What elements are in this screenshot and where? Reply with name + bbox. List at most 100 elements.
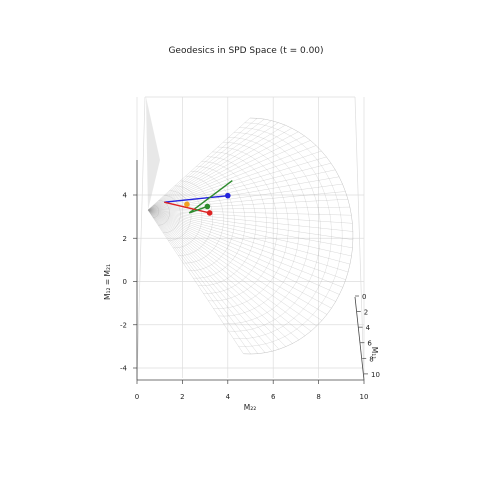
surface-ruling bbox=[147, 209, 312, 332]
surface-contour bbox=[228, 132, 321, 332]
surface-ruling bbox=[147, 209, 251, 355]
surface-ruling bbox=[147, 131, 299, 211]
y-tick-label: 0 bbox=[362, 293, 366, 301]
z-axis-label: M₁₂ = M₂₁ bbox=[103, 264, 112, 300]
geodesic-line bbox=[164, 201, 210, 214]
z-tick-label: -4 bbox=[120, 365, 128, 373]
geodesic-line bbox=[188, 179, 233, 214]
surface-contour bbox=[203, 156, 267, 294]
surface-ruling bbox=[147, 209, 293, 344]
surface-ruling bbox=[147, 209, 332, 309]
surface-ruling bbox=[147, 199, 348, 211]
endpoint-marker bbox=[206, 210, 213, 216]
surface-ruling bbox=[147, 120, 272, 211]
surface-ruling bbox=[147, 209, 273, 352]
axis-grid bbox=[136, 96, 365, 381]
grid-line bbox=[136, 96, 146, 381]
x-axis-label: M₂₂ bbox=[244, 403, 256, 412]
endpoint-markers bbox=[184, 192, 231, 216]
surface-ruling bbox=[147, 209, 353, 240]
surface-ruling bbox=[147, 163, 332, 211]
grid-line bbox=[354, 96, 365, 381]
spd-cone-surface bbox=[146, 97, 354, 355]
chart-title: Geodesics in SPD Space (t = 0.00) bbox=[168, 46, 323, 56]
surface-ruling bbox=[147, 206, 350, 211]
y-tick-label: 8 bbox=[369, 355, 373, 363]
x-tick-label: 10 bbox=[360, 393, 369, 401]
surface-rim bbox=[243, 117, 354, 355]
geodesics bbox=[164, 179, 233, 214]
x-tick-label: 8 bbox=[316, 393, 320, 401]
surface-contour bbox=[178, 180, 213, 256]
surface-contour bbox=[153, 205, 159, 218]
surface-ruling bbox=[147, 191, 346, 211]
surface-ruling bbox=[147, 118, 265, 211]
surface-ruling bbox=[147, 135, 305, 211]
surface-ruling bbox=[147, 209, 353, 232]
surface-contour bbox=[208, 151, 278, 302]
surface-ruling bbox=[147, 140, 311, 211]
surface-ruling bbox=[147, 209, 346, 280]
surface-contour bbox=[218, 142, 300, 317]
x-tick-label: 4 bbox=[226, 393, 231, 401]
surface-ruling bbox=[147, 145, 317, 211]
surface-ruling bbox=[147, 124, 286, 211]
x-tick-label: 2 bbox=[180, 393, 184, 401]
endpoint-marker bbox=[225, 192, 231, 199]
surface-ruling bbox=[147, 209, 352, 216]
surface-ruling bbox=[147, 209, 336, 302]
surface-ruling bbox=[147, 169, 336, 211]
surface-contour bbox=[188, 171, 235, 271]
surface-ruling bbox=[147, 176, 340, 211]
surface-ruling bbox=[147, 209, 280, 350]
surface-ruling bbox=[147, 183, 343, 211]
surface-ruling bbox=[147, 209, 349, 273]
z-tick-label: 2 bbox=[123, 235, 127, 243]
surface-ruling bbox=[147, 209, 353, 224]
surface-ruling bbox=[147, 122, 279, 211]
y-tick-label: 4 bbox=[366, 324, 371, 332]
surface-ruling bbox=[147, 118, 258, 211]
surface-contour bbox=[163, 195, 181, 233]
z-tick-label: 4 bbox=[123, 192, 128, 200]
surface-contour bbox=[168, 190, 192, 241]
z-tick-label: -2 bbox=[120, 321, 127, 329]
x-tick-label: 0 bbox=[135, 393, 139, 401]
surface-contour bbox=[223, 137, 310, 324]
surface-contour bbox=[193, 166, 246, 279]
surface-ruling bbox=[147, 209, 266, 353]
surface-contour bbox=[183, 175, 224, 264]
surface-contour bbox=[173, 185, 203, 249]
surface-contour bbox=[213, 146, 289, 309]
z-tick-label: 0 bbox=[123, 278, 127, 286]
surface-contour bbox=[238, 122, 343, 347]
surface-ruling bbox=[147, 209, 306, 336]
surface-ruling bbox=[147, 156, 327, 211]
surface-ruling bbox=[147, 209, 340, 295]
surface-contour bbox=[233, 127, 332, 339]
surface-ruling bbox=[147, 209, 327, 315]
geodesic-line bbox=[164, 194, 228, 203]
axes bbox=[136, 160, 365, 381]
y-tick-label: 2 bbox=[364, 309, 368, 317]
surface-ruling bbox=[147, 209, 351, 265]
x-tick-label: 6 bbox=[271, 393, 276, 401]
surface-ruling bbox=[147, 209, 352, 257]
surface-ruling bbox=[147, 209, 300, 341]
tick-labels: 0 2 4 6 8 10 -4 -2 0 2 4 0 2 4 6 8 10 bbox=[120, 192, 380, 402]
surface-ruling bbox=[147, 209, 259, 354]
y-axis-label: M₁₁ bbox=[370, 347, 379, 359]
endpoint-marker bbox=[184, 201, 190, 208]
surface-ruling bbox=[147, 117, 251, 211]
surface-ruling bbox=[147, 209, 343, 288]
geodesic-line bbox=[188, 205, 208, 214]
surface-ruling bbox=[147, 209, 244, 354]
surface-ruling bbox=[147, 209, 317, 327]
surface-contour bbox=[198, 161, 257, 286]
endpoint-marker bbox=[204, 203, 211, 210]
surface-ruling bbox=[147, 209, 286, 347]
y-axis-line bbox=[354, 296, 365, 381]
surface-fold bbox=[146, 97, 160, 210]
surface-ruling bbox=[147, 209, 322, 321]
